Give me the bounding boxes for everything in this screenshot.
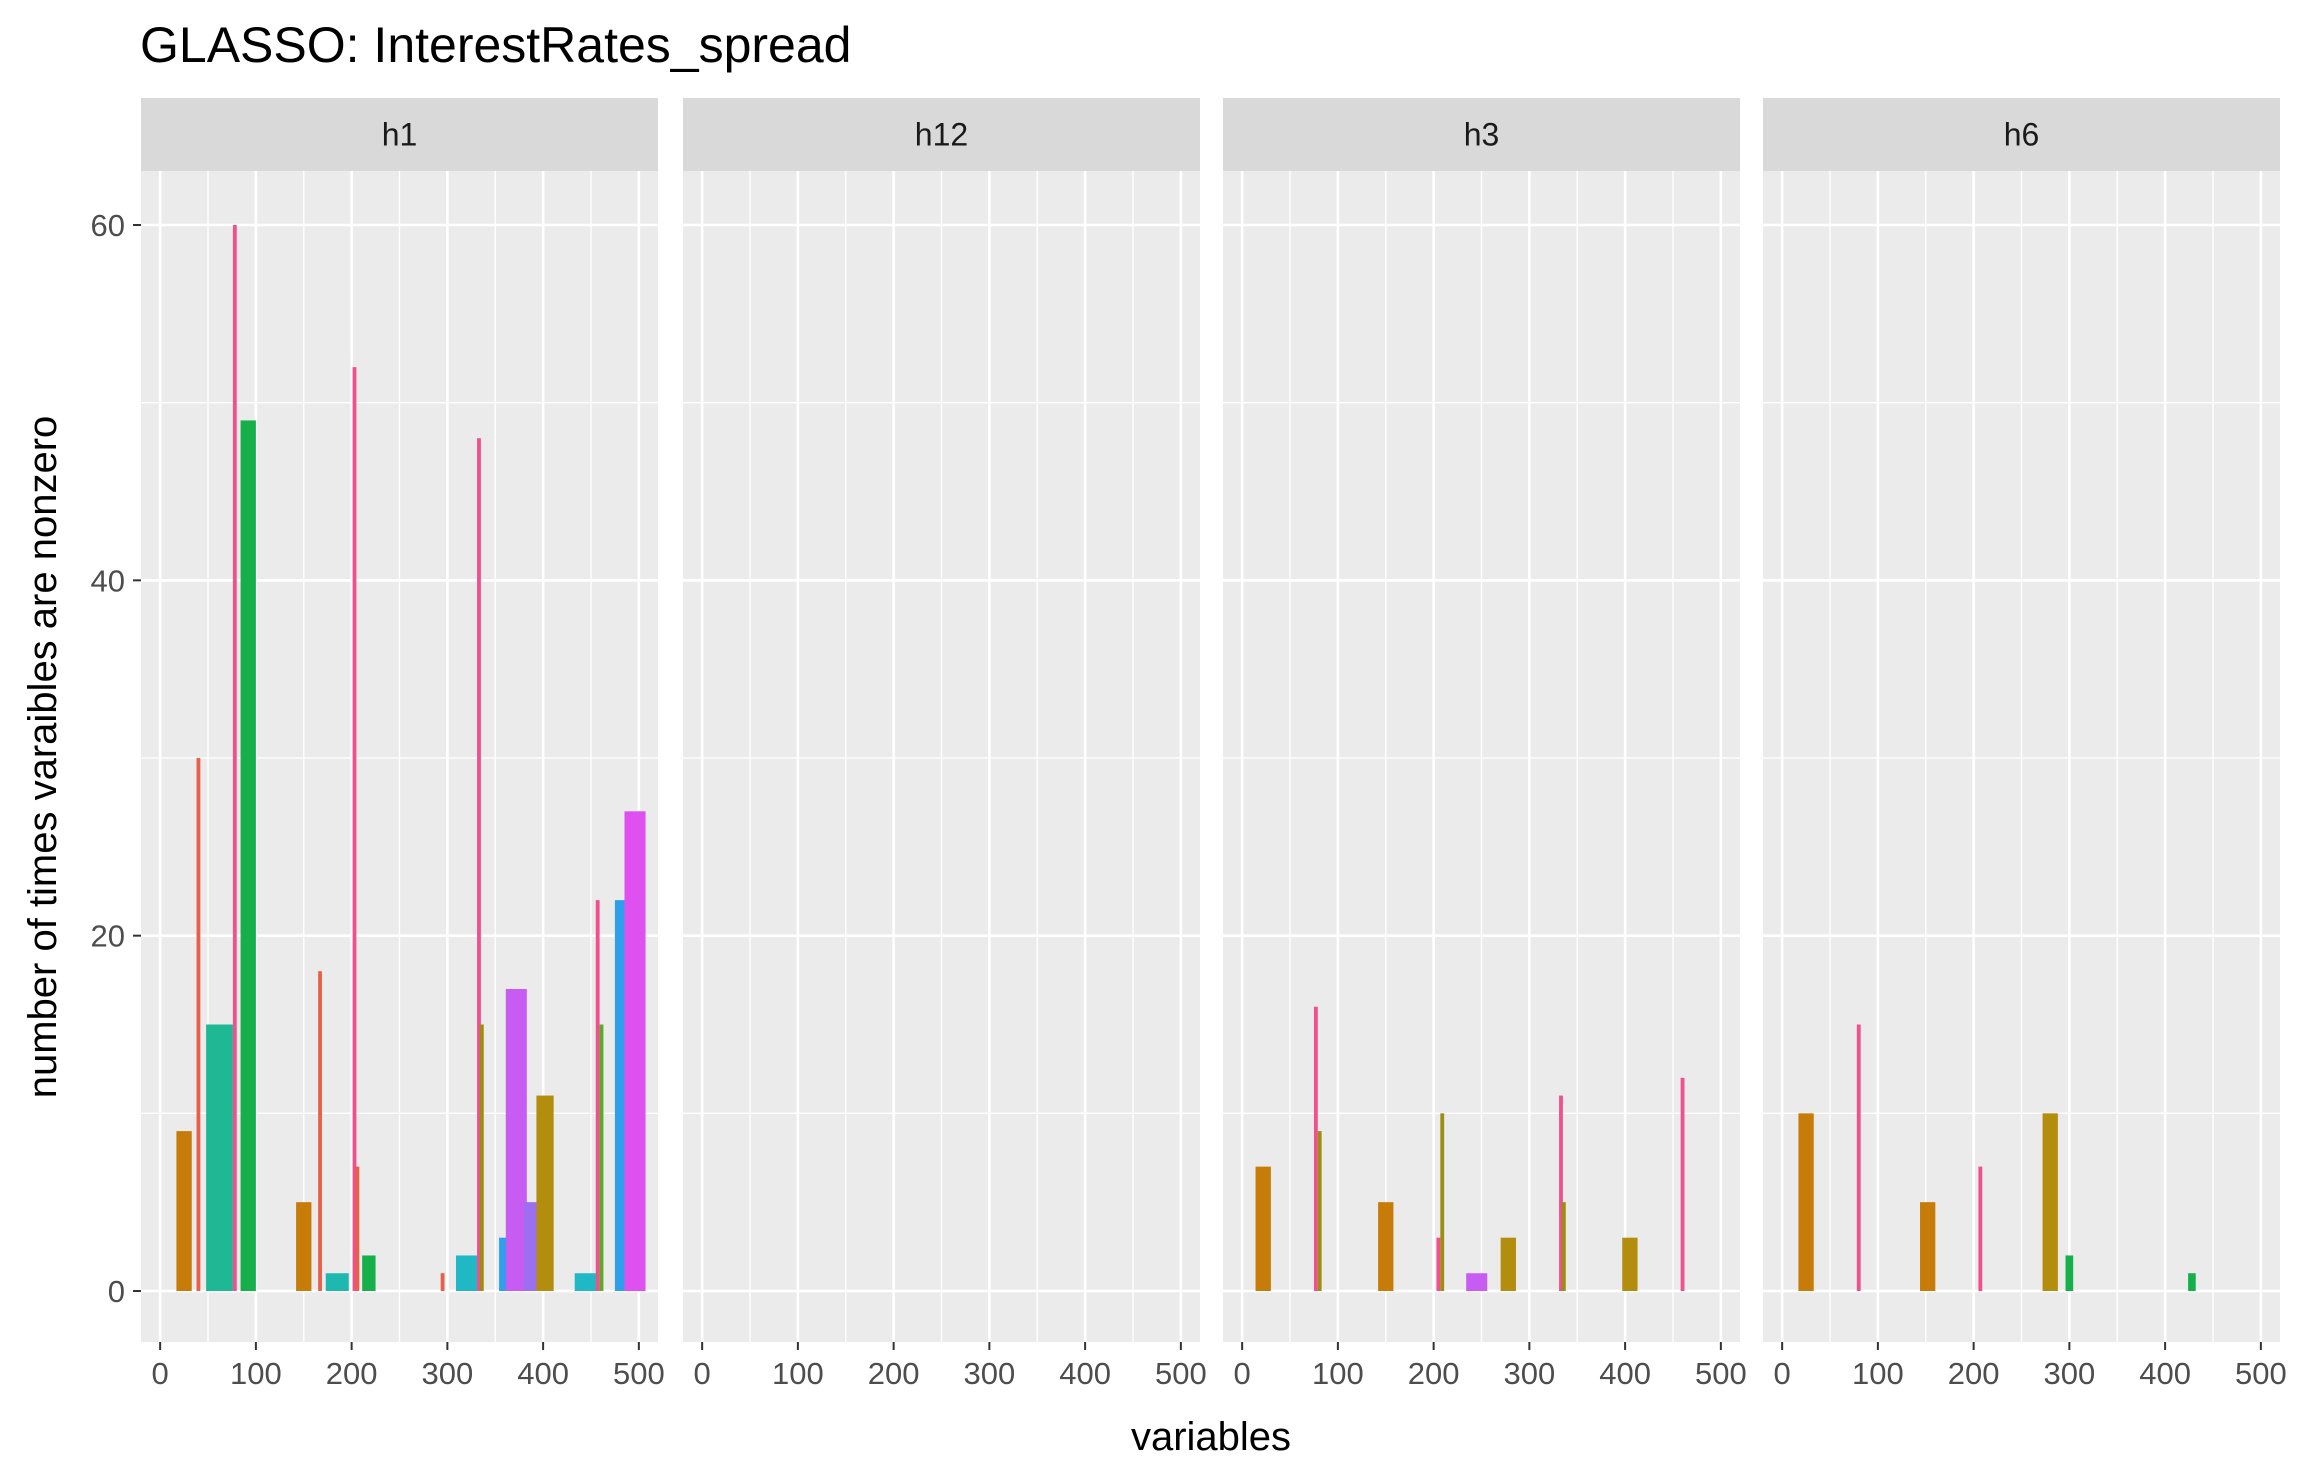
bar [505, 988, 527, 1291]
bar [1500, 1237, 1516, 1291]
bar [232, 225, 237, 1291]
bar [455, 1255, 481, 1291]
bar [1798, 1113, 1814, 1291]
x-tick-label: 100 [1852, 1356, 1904, 1391]
bar [479, 1024, 484, 1291]
x-tick-label: 300 [2044, 1356, 2096, 1391]
bar [599, 1024, 604, 1291]
x-tick-label: 500 [1155, 1356, 1207, 1391]
x-tick-label: 400 [1059, 1356, 1111, 1391]
x-tick-label: 100 [1312, 1356, 1364, 1391]
facet-strip [1763, 98, 2280, 171]
bar [1622, 1237, 1638, 1291]
bar [523, 1202, 538, 1291]
bar [574, 1273, 598, 1291]
x-tick-label: 0 [1234, 1356, 1251, 1391]
x-tick-label: 0 [694, 1356, 711, 1391]
bar [176, 1131, 192, 1291]
bar [318, 971, 322, 1291]
x-tick-label: 300 [422, 1356, 474, 1391]
y-axis-title: number of times varaibles are nonzero [21, 416, 65, 1099]
bar [1680, 1077, 1685, 1291]
bar [1440, 1113, 1445, 1291]
facet-strip [1223, 98, 1740, 171]
facet-panel-h12: h12 0 100 200 300 400 500 [683, 98, 1207, 1391]
bar [1378, 1202, 1394, 1291]
facet-strip-label: h3 [1464, 117, 1500, 153]
bar [1313, 1006, 1318, 1291]
x-tick-label: 300 [1504, 1356, 1556, 1391]
bar [1317, 1131, 1322, 1291]
facet-strip-label: h12 [915, 117, 968, 153]
bar [325, 1273, 349, 1291]
y-tick-label: 0 [108, 1274, 125, 1309]
x-tick-label: 200 [326, 1356, 378, 1391]
bar [1978, 1166, 1983, 1291]
bar [614, 900, 625, 1291]
bar [1466, 1273, 1488, 1291]
facet-strip-label: h6 [2004, 117, 2040, 153]
bar [624, 811, 646, 1291]
bar [499, 1237, 507, 1291]
x-tick-label: 0 [152, 1356, 169, 1391]
y-tick-label: 60 [91, 208, 125, 243]
bar [2188, 1273, 2196, 1291]
facet-panels: h1 0 100 200 300 400 500 0 20 40 60 h12 0 100 200 300 40… [91, 98, 2287, 1391]
x-tick-label: 400 [2139, 1356, 2191, 1391]
bar [362, 1255, 376, 1291]
x-tick-label: 400 [517, 1356, 569, 1391]
x-tick-label: 100 [230, 1356, 282, 1391]
bar [196, 758, 201, 1291]
bar [2042, 1113, 2058, 1291]
bar [477, 438, 481, 1291]
bar [1436, 1237, 1441, 1291]
bar [1920, 1202, 1936, 1291]
bar [1561, 1202, 1566, 1291]
x-tick-label: 500 [2235, 1356, 2287, 1391]
x-tick-label: 400 [1599, 1356, 1651, 1391]
bar [355, 1166, 360, 1291]
bar [1856, 1024, 1861, 1291]
x-axis-title: variables [1131, 1415, 1291, 1459]
x-tick-label: 100 [772, 1356, 824, 1391]
x-tick-label: 200 [1948, 1356, 2000, 1391]
bar [352, 367, 357, 1292]
bar [1255, 1166, 1271, 1291]
x-tick-label: 300 [964, 1356, 1016, 1391]
facet-strip [683, 98, 1200, 171]
x-tick-label: 0 [1774, 1356, 1791, 1391]
facet-strip-label: h1 [382, 117, 418, 153]
y-tick-label: 20 [91, 919, 125, 954]
bar [440, 1273, 445, 1291]
x-tick-label: 500 [613, 1356, 665, 1391]
y-tick-label: 40 [91, 563, 125, 598]
bar [206, 1024, 233, 1291]
facet-strip [141, 98, 658, 171]
x-tick-label: 200 [868, 1356, 920, 1391]
x-tick-label: 500 [1695, 1356, 1747, 1391]
facet-panel-h6: h6 0 100 200 300 400 500 [1763, 98, 2287, 1391]
chart-title: GLASSO: InterestRates_spread [140, 17, 851, 73]
bar [595, 900, 600, 1291]
bar [536, 1095, 554, 1291]
facet-panel-h1: h1 0 100 200 300 400 500 0 20 40 60 [91, 98, 665, 1391]
bar [1559, 1095, 1563, 1291]
facet-panel-h3: h3 0 100 200 300 400 500 [1223, 98, 1747, 1391]
x-tick-label: 200 [1408, 1356, 1460, 1391]
bar [240, 420, 256, 1291]
bar [2065, 1255, 2074, 1291]
bar [296, 1202, 312, 1291]
